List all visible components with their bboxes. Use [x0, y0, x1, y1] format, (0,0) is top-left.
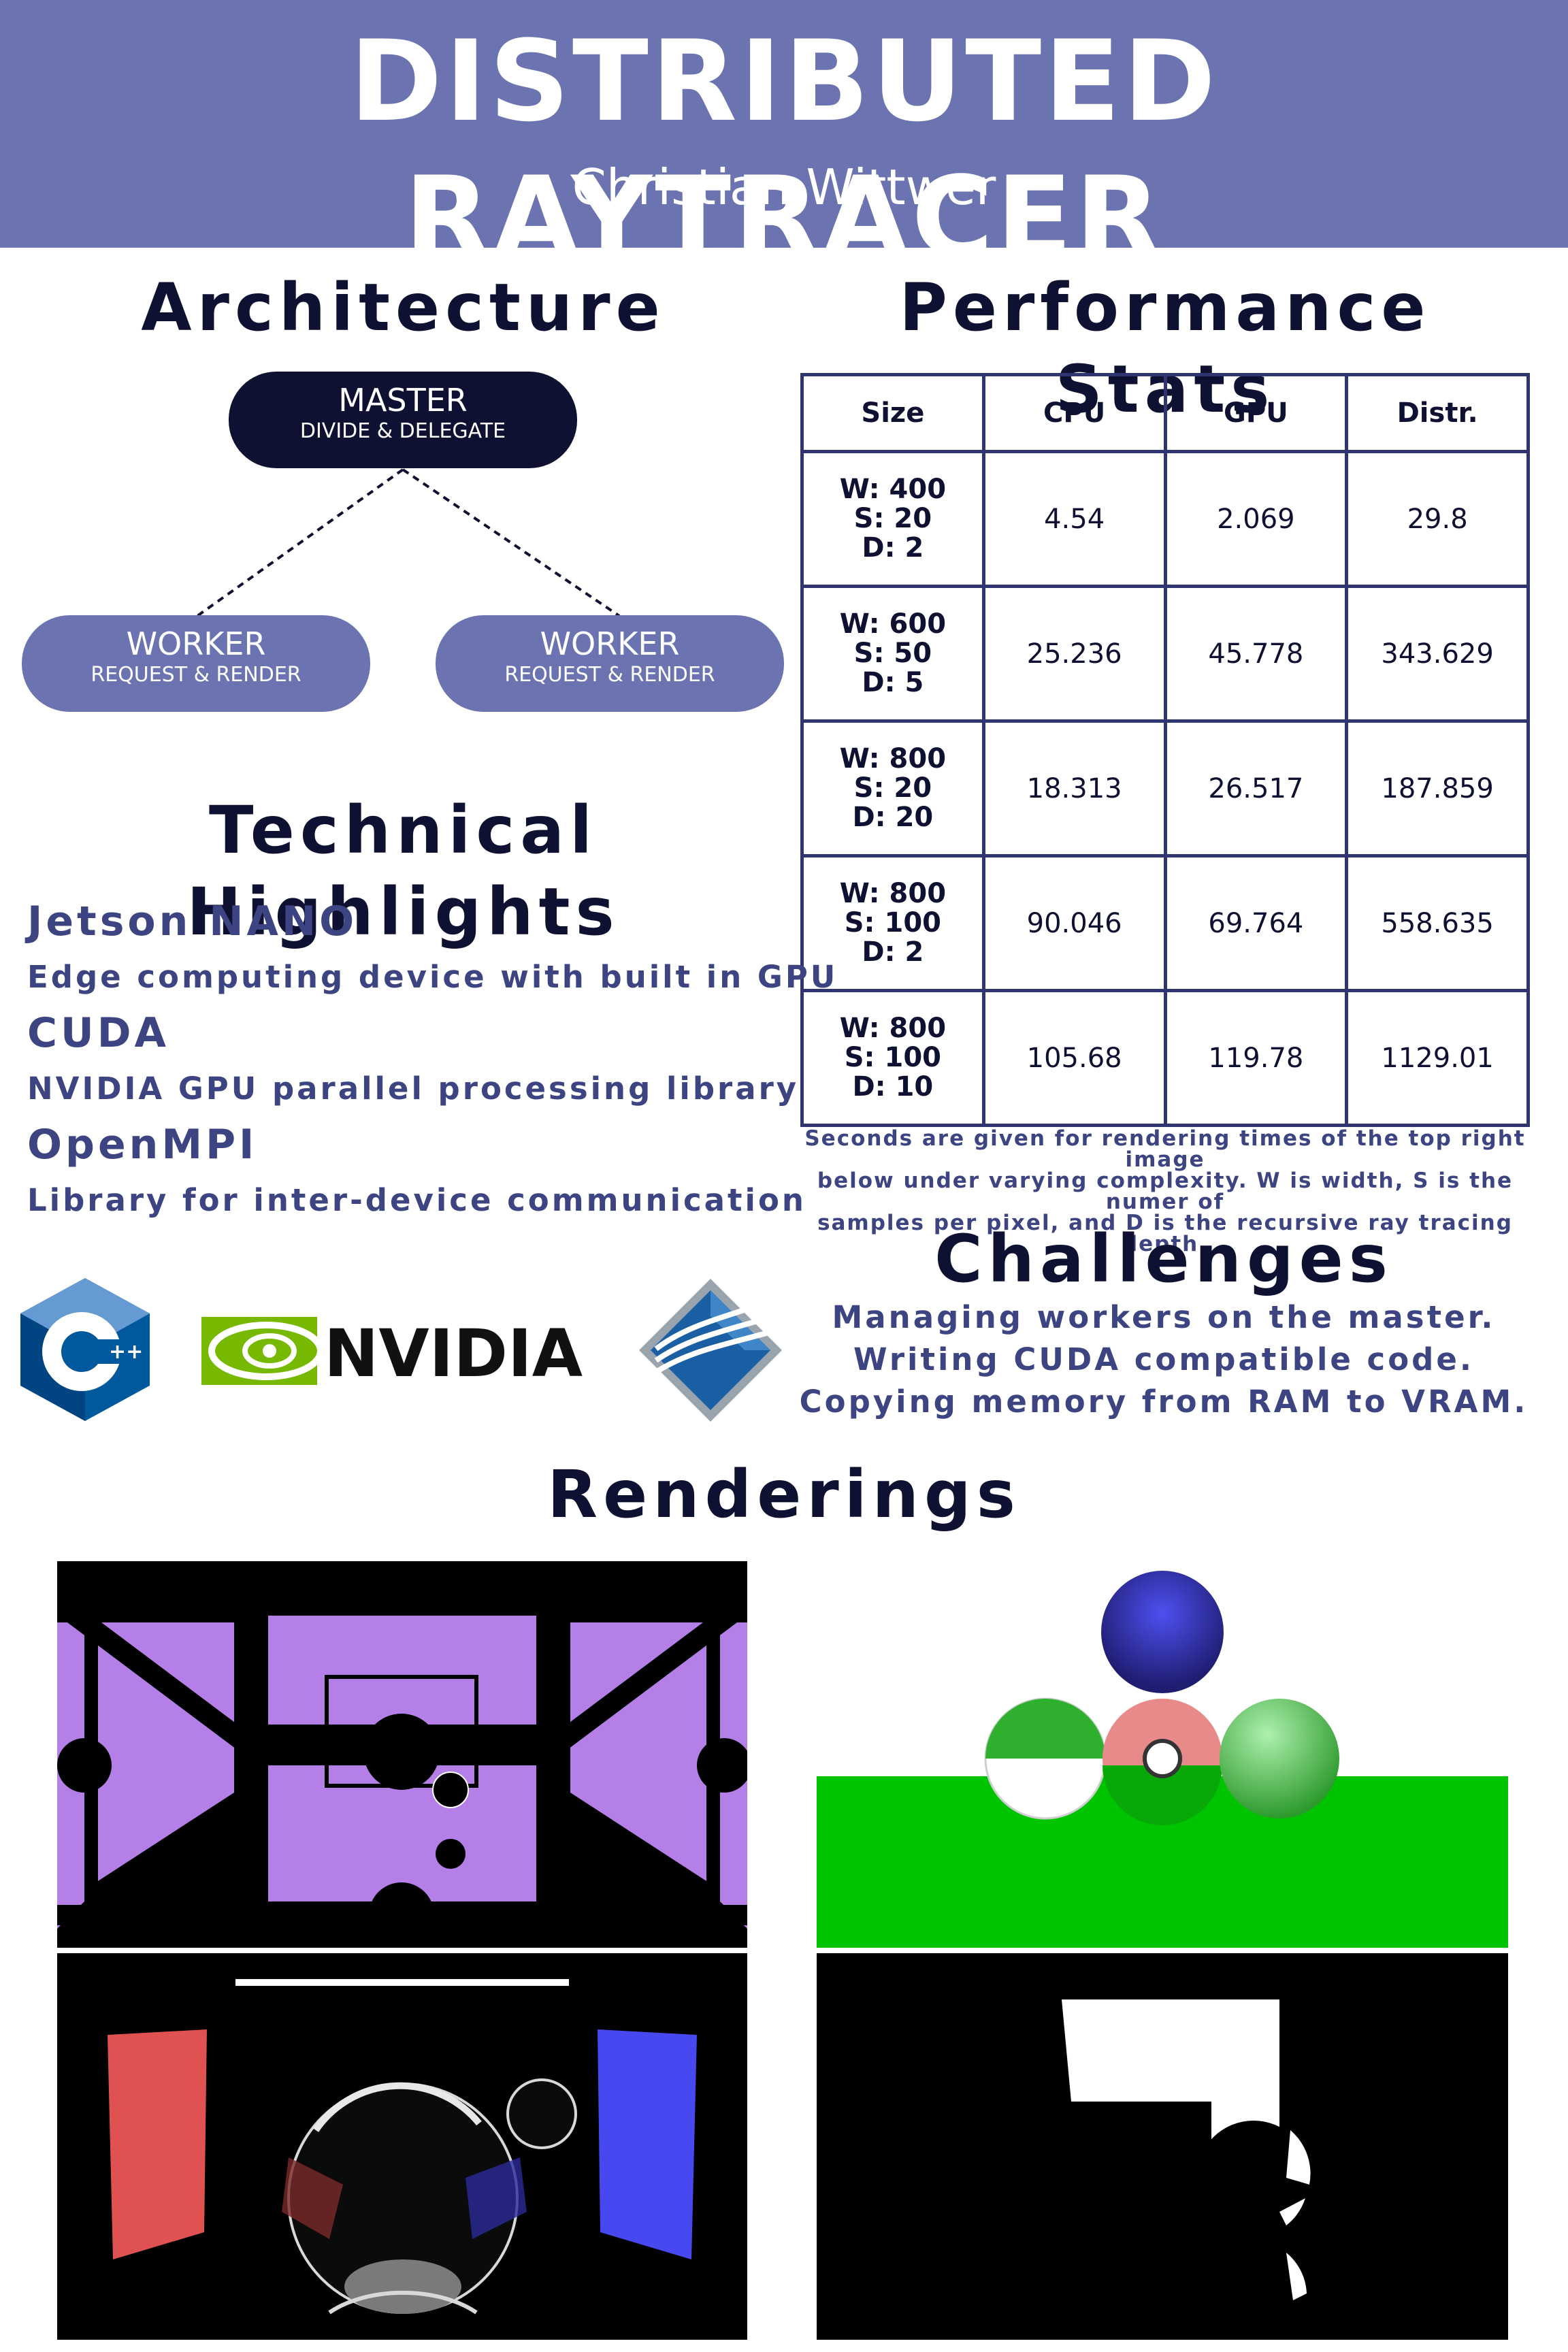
rendering-spheres-green [817, 1561, 1508, 1948]
worker-node-left: WORKER REQUEST & RENDER [22, 615, 370, 712]
size-cell: W: 800 S: 100 D: 10 [800, 989, 985, 1127]
highlight-desc: Library for inter-device communication [27, 1182, 806, 1218]
col-cpu: CPU [981, 373, 1167, 453]
gpu-cell: 69.764 [1163, 854, 1349, 992]
challenge-item: Managing workers on the master. [832, 1299, 1496, 1335]
poster-title: DISTRIBUTED RAYTRACER [349, 16, 1219, 282]
highlight-title: Jetson NANO [27, 898, 358, 945]
cpp-logo-icon: ++ [20, 1278, 150, 1421]
header-banner [0, 0, 1568, 248]
gpu-cell: 119.78 [1163, 989, 1349, 1127]
distr-cell: 1129.01 [1345, 989, 1530, 1127]
highlight-title: OpenMPI [27, 1121, 258, 1169]
size-cell: W: 400 S: 20 D: 2 [800, 450, 985, 588]
cpu-cell: 105.68 [981, 989, 1167, 1127]
table-row: W: 600 S: 50 D: 5 25.236 45.778 343.629 [800, 585, 1530, 723]
nvidia-wordmark: NVIDIA [324, 1316, 583, 1388]
cpu-cell: 18.313 [981, 719, 1167, 858]
connector-right [402, 468, 621, 617]
col-distr: Distr. [1345, 373, 1530, 453]
performance-note: Seconds are given for rendering times of… [804, 1126, 1526, 1256]
rendering-purple-room [57, 1561, 747, 1948]
rendering-cornell-box [57, 1953, 747, 2340]
highlights-heading: Technical Highlights [186, 792, 620, 950]
gpu-cell: 45.778 [1163, 585, 1349, 723]
highlight-title: CUDA [27, 1009, 169, 1057]
worker-title: WORKER [126, 625, 266, 662]
col-size: Size [800, 373, 985, 453]
worker-node-right: WORKER REQUEST & RENDER [436, 615, 784, 712]
gpu-cell: 2.069 [1163, 450, 1349, 588]
distr-cell: 187.859 [1345, 719, 1530, 858]
nvidia-logo-icon: NVIDIA [201, 1316, 583, 1388]
table-row: W: 800 S: 20 D: 20 18.313 26.517 187.859 [800, 719, 1530, 858]
distr-cell: 29.8 [1345, 450, 1530, 588]
cpu-cell: 4.54 [981, 450, 1167, 588]
gpu-cell: 26.517 [1163, 719, 1349, 858]
distr-cell: 343.629 [1345, 585, 1530, 723]
highlight-desc: NVIDIA GPU parallel processing library [27, 1071, 800, 1107]
col-gpu: GPU [1163, 373, 1349, 453]
author-name: Christian Wittwer [572, 159, 996, 216]
rendering-black-white [817, 1953, 1508, 2340]
architecture-connectors [196, 468, 621, 617]
challenge-item: Copying memory from RAM to VRAM. [799, 1384, 1529, 1420]
size-cell: W: 600 S: 50 D: 5 [800, 585, 985, 723]
worker-subtitle: REQUEST & RENDER [91, 663, 301, 687]
table-row: W: 400 S: 20 D: 2 4.54 2.069 29.8 [800, 450, 1530, 588]
highlight-desc: Edge computing device with built in GPU [27, 959, 838, 995]
distr-cell: 558.635 [1345, 854, 1530, 992]
architecture-heading: Architecture [141, 270, 666, 346]
master-subtitle: DIVIDE & DELEGATE [299, 419, 506, 443]
master-node: MASTER DIVIDE & DELEGATE [229, 372, 577, 468]
table-row: W: 800 S: 100 D: 10 105.68 119.78 1129.01 [800, 989, 1530, 1127]
worker-subtitle: REQUEST & RENDER [504, 663, 715, 687]
size-cell: W: 800 S: 100 D: 2 [800, 854, 985, 992]
size-cell: W: 800 S: 20 D: 20 [800, 719, 985, 858]
table-header-row: Size CPU GPU Distr. [800, 373, 1530, 453]
master-title: MASTER [338, 382, 468, 419]
cpu-cell: 25.236 [981, 585, 1167, 723]
challenges-heading: Challenges [934, 1221, 1393, 1297]
table-row: W: 800 S: 100 D: 2 90.046 69.764 558.635 [800, 854, 1530, 992]
connector-left [196, 468, 404, 617]
challenge-item: Writing CUDA compatible code. [853, 1341, 1474, 1377]
worker-title: WORKER [540, 625, 680, 662]
performance-table: Size CPU GPU Distr. W: 400 S: 20 D: 2 4.54… [800, 373, 1530, 1127]
renderings-heading: Renderings [547, 1456, 1021, 1533]
svg-text:++: ++ [109, 1340, 143, 1364]
cpu-cell: 90.046 [981, 854, 1167, 992]
openmpi-logo-icon [639, 1279, 782, 1422]
